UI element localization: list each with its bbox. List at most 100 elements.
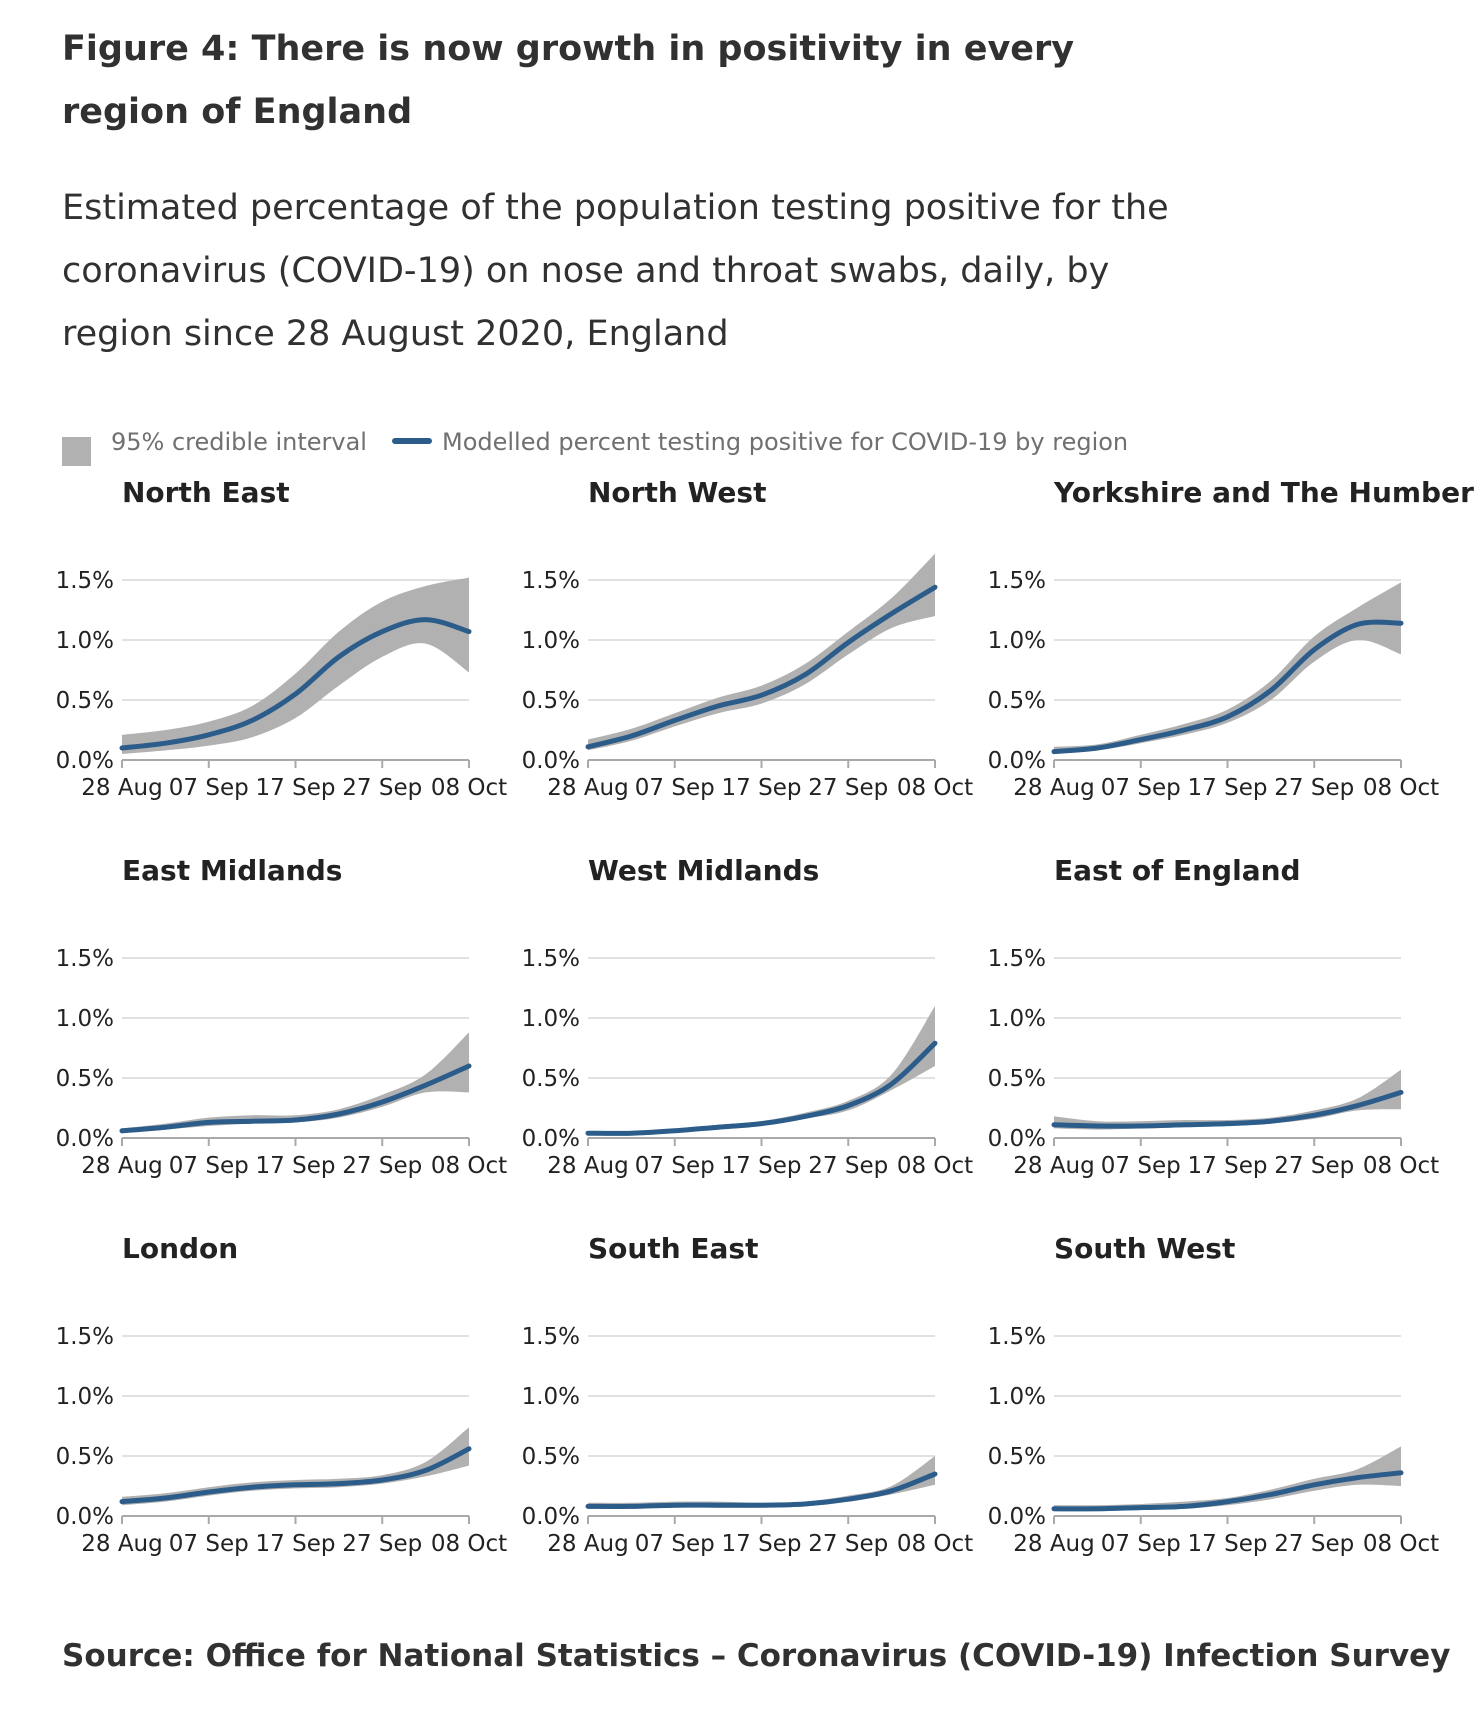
x-tick-label: 07 Sep	[169, 1153, 249, 1179]
y-tick-label: 0.5%	[56, 1066, 114, 1092]
y-tick-label: 0.5%	[522, 1066, 580, 1092]
x-tick-label: 27 Sep	[1274, 1153, 1354, 1179]
panel-title: East Midlands	[122, 854, 343, 887]
panel-title: London	[122, 1232, 239, 1265]
modelled-line-swatch	[392, 438, 432, 444]
x-tick-label: 28 Aug	[1013, 1153, 1095, 1179]
y-tick-label: 1.0%	[522, 628, 580, 654]
figure-subtitle: Estimated percentage of the population t…	[62, 188, 1169, 354]
y-tick-label: 1.0%	[56, 1384, 114, 1410]
y-tick-label: 0.0%	[522, 1126, 580, 1152]
x-tick-label: 27 Sep	[808, 775, 888, 801]
credible-interval-swatch	[62, 437, 91, 466]
y-tick-label: 0.0%	[56, 1504, 114, 1530]
chart-legend: 95% credible interval Modelled percent t…	[62, 424, 1262, 466]
credible-interval-band	[122, 1427, 469, 1506]
modelled-positivity-line	[1051, 1089, 1404, 1129]
credible-interval-band	[588, 553, 935, 751]
panel-title: North East	[122, 476, 290, 509]
chart-svg: 0.0% 0.5% 1.0% 1.5% 28 Aug 07 Sep 17 Sep 27 Sep…	[522, 553, 973, 801]
y-tick-label: 1.0%	[56, 1006, 114, 1032]
y-tick-label: 1.5%	[522, 946, 580, 972]
x-tick-label: 07 Sep	[635, 1531, 715, 1557]
x-tick-label: 27 Sep	[342, 775, 422, 801]
y-tick-label: 1.0%	[988, 1006, 1046, 1032]
chart-svg: 0.0% 0.5% 1.0% 1.5% 28 Aug 07 Sep 17 Sep 27 Sep…	[56, 946, 508, 1179]
y-tick-label: 1.0%	[522, 1006, 580, 1032]
x-tick-label: 17 Sep	[722, 1531, 802, 1557]
panel-title: North West	[588, 476, 767, 509]
y-tick-label: 1.0%	[988, 628, 1046, 654]
y-tick-label: 0.0%	[56, 748, 114, 774]
y-tick-label: 1.0%	[988, 1384, 1046, 1410]
chart-panel-south-east: South East 0.0% 0.5% 1.0% 1.5% 28 Aug 07 Sep 17…	[522, 1232, 974, 1562]
x-tick-label: 17 Sep	[722, 775, 802, 801]
x-tick-label: 28 Aug	[1013, 1531, 1095, 1557]
panel-title: West Midlands	[588, 854, 820, 887]
y-tick-label: 1.5%	[56, 946, 114, 972]
y-tick-label: 1.0%	[56, 628, 114, 654]
y-tick-label: 1.5%	[988, 568, 1046, 594]
x-tick-label: 28 Aug	[547, 775, 629, 801]
x-tick-label: 07 Sep	[635, 1153, 715, 1179]
y-tick-label: 0.0%	[56, 1126, 114, 1152]
panel-title: East of England	[1054, 854, 1301, 887]
x-tick-label: 28 Aug	[81, 775, 163, 801]
credible-interval-band	[1054, 582, 1401, 754]
modelled-positivity-line	[585, 584, 938, 750]
chart-panel-north-west: North West 0.0% 0.5% 1.0% 1.5% 28 Aug 07 Sep 17…	[522, 476, 974, 806]
chart-svg: 0.0% 0.5% 1.0% 1.5% 28 Aug 07 Sep 17 Sep 27 Sep…	[522, 1324, 974, 1557]
x-tick-label: 28 Aug	[547, 1153, 629, 1179]
x-tick-label: 07 Sep	[635, 775, 715, 801]
x-tick-label: 08 Oct	[431, 1531, 507, 1557]
x-tick-label: 08 Oct	[1363, 1153, 1439, 1179]
y-tick-label: 0.5%	[522, 1444, 580, 1470]
x-tick-label: 17 Sep	[256, 1153, 336, 1179]
y-tick-label: 1.5%	[56, 568, 114, 594]
credible-interval-band	[588, 1006, 935, 1135]
source-note: Source: Office for National Statistics –…	[62, 1638, 1451, 1674]
credible-interval-band	[588, 1456, 935, 1509]
credible-interval-band	[122, 577, 469, 754]
y-tick-label: 1.5%	[988, 1324, 1046, 1350]
modelled-positivity-line	[119, 1063, 472, 1134]
x-tick-label: 27 Sep	[342, 1531, 422, 1557]
y-tick-label: 0.5%	[988, 1444, 1046, 1470]
y-tick-label: 0.0%	[522, 1504, 580, 1530]
x-tick-label: 27 Sep	[1274, 1531, 1354, 1557]
chart-panel-north-east: North East 0.0% 0.5% 1.0% 1.5% 28 Aug 07 Sep 17…	[56, 476, 508, 806]
chart-panel-east-of-england: East of England 0.0% 0.5% 1.0% 1.5% 28 Aug 07 …	[988, 854, 1440, 1184]
x-tick-label: 07 Sep	[1101, 1153, 1181, 1179]
modelled-positivity-line	[585, 1040, 938, 1136]
x-tick-label: 17 Sep	[1188, 1153, 1268, 1179]
x-tick-label: 28 Aug	[1013, 775, 1095, 801]
x-tick-label: 07 Sep	[169, 775, 249, 801]
y-tick-label: 0.0%	[988, 1126, 1046, 1152]
x-tick-label: 28 Aug	[547, 1531, 629, 1557]
modelled-positivity-line	[119, 617, 472, 751]
x-tick-label: 28 Aug	[81, 1531, 163, 1557]
x-tick-label: 27 Sep	[808, 1531, 888, 1557]
y-tick-label: 0.5%	[56, 688, 114, 714]
x-tick-label: 07 Sep	[1101, 1531, 1181, 1557]
modelled-positivity-line	[119, 1446, 472, 1505]
credible-interval-band	[1054, 1446, 1401, 1512]
x-tick-label: 28 Aug	[81, 1153, 163, 1179]
panel-title: Yorkshire and The Humber	[1054, 476, 1474, 509]
x-tick-label: 27 Sep	[808, 1153, 888, 1179]
chart-panel-west-midlands: West Midlands 0.0% 0.5% 1.0% 1.5% 28 Aug 07 Se…	[522, 854, 974, 1184]
chart-svg: 0.0% 0.5% 1.0% 1.5% 28 Aug 07 Sep 17 Sep 27 Sep…	[988, 946, 1440, 1179]
chart-panel-east-midlands: East Midlands 0.0% 0.5% 1.0% 1.5% 28 Aug 07 Se…	[56, 854, 508, 1184]
panel-title: South East	[588, 1232, 759, 1265]
y-tick-label: 0.5%	[56, 1444, 114, 1470]
x-tick-label: 17 Sep	[256, 775, 336, 801]
x-tick-label: 08 Oct	[431, 1153, 507, 1179]
x-tick-label: 08 Oct	[897, 1153, 973, 1179]
y-tick-label: 1.5%	[522, 1324, 580, 1350]
x-tick-label: 08 Oct	[431, 775, 507, 801]
y-tick-label: 1.5%	[988, 946, 1046, 972]
chart-svg: 0.0% 0.5% 1.0% 1.5% 28 Aug 07 Sep 17 Sep 27 Sep…	[988, 568, 1440, 801]
chart-panel-london: London 0.0% 0.5% 1.0% 1.5% 28 Aug 07 Sep 17 Sep…	[56, 1232, 508, 1562]
y-tick-label: 0.5%	[522, 688, 580, 714]
credible-interval-label: 95% credible interval	[111, 428, 367, 456]
